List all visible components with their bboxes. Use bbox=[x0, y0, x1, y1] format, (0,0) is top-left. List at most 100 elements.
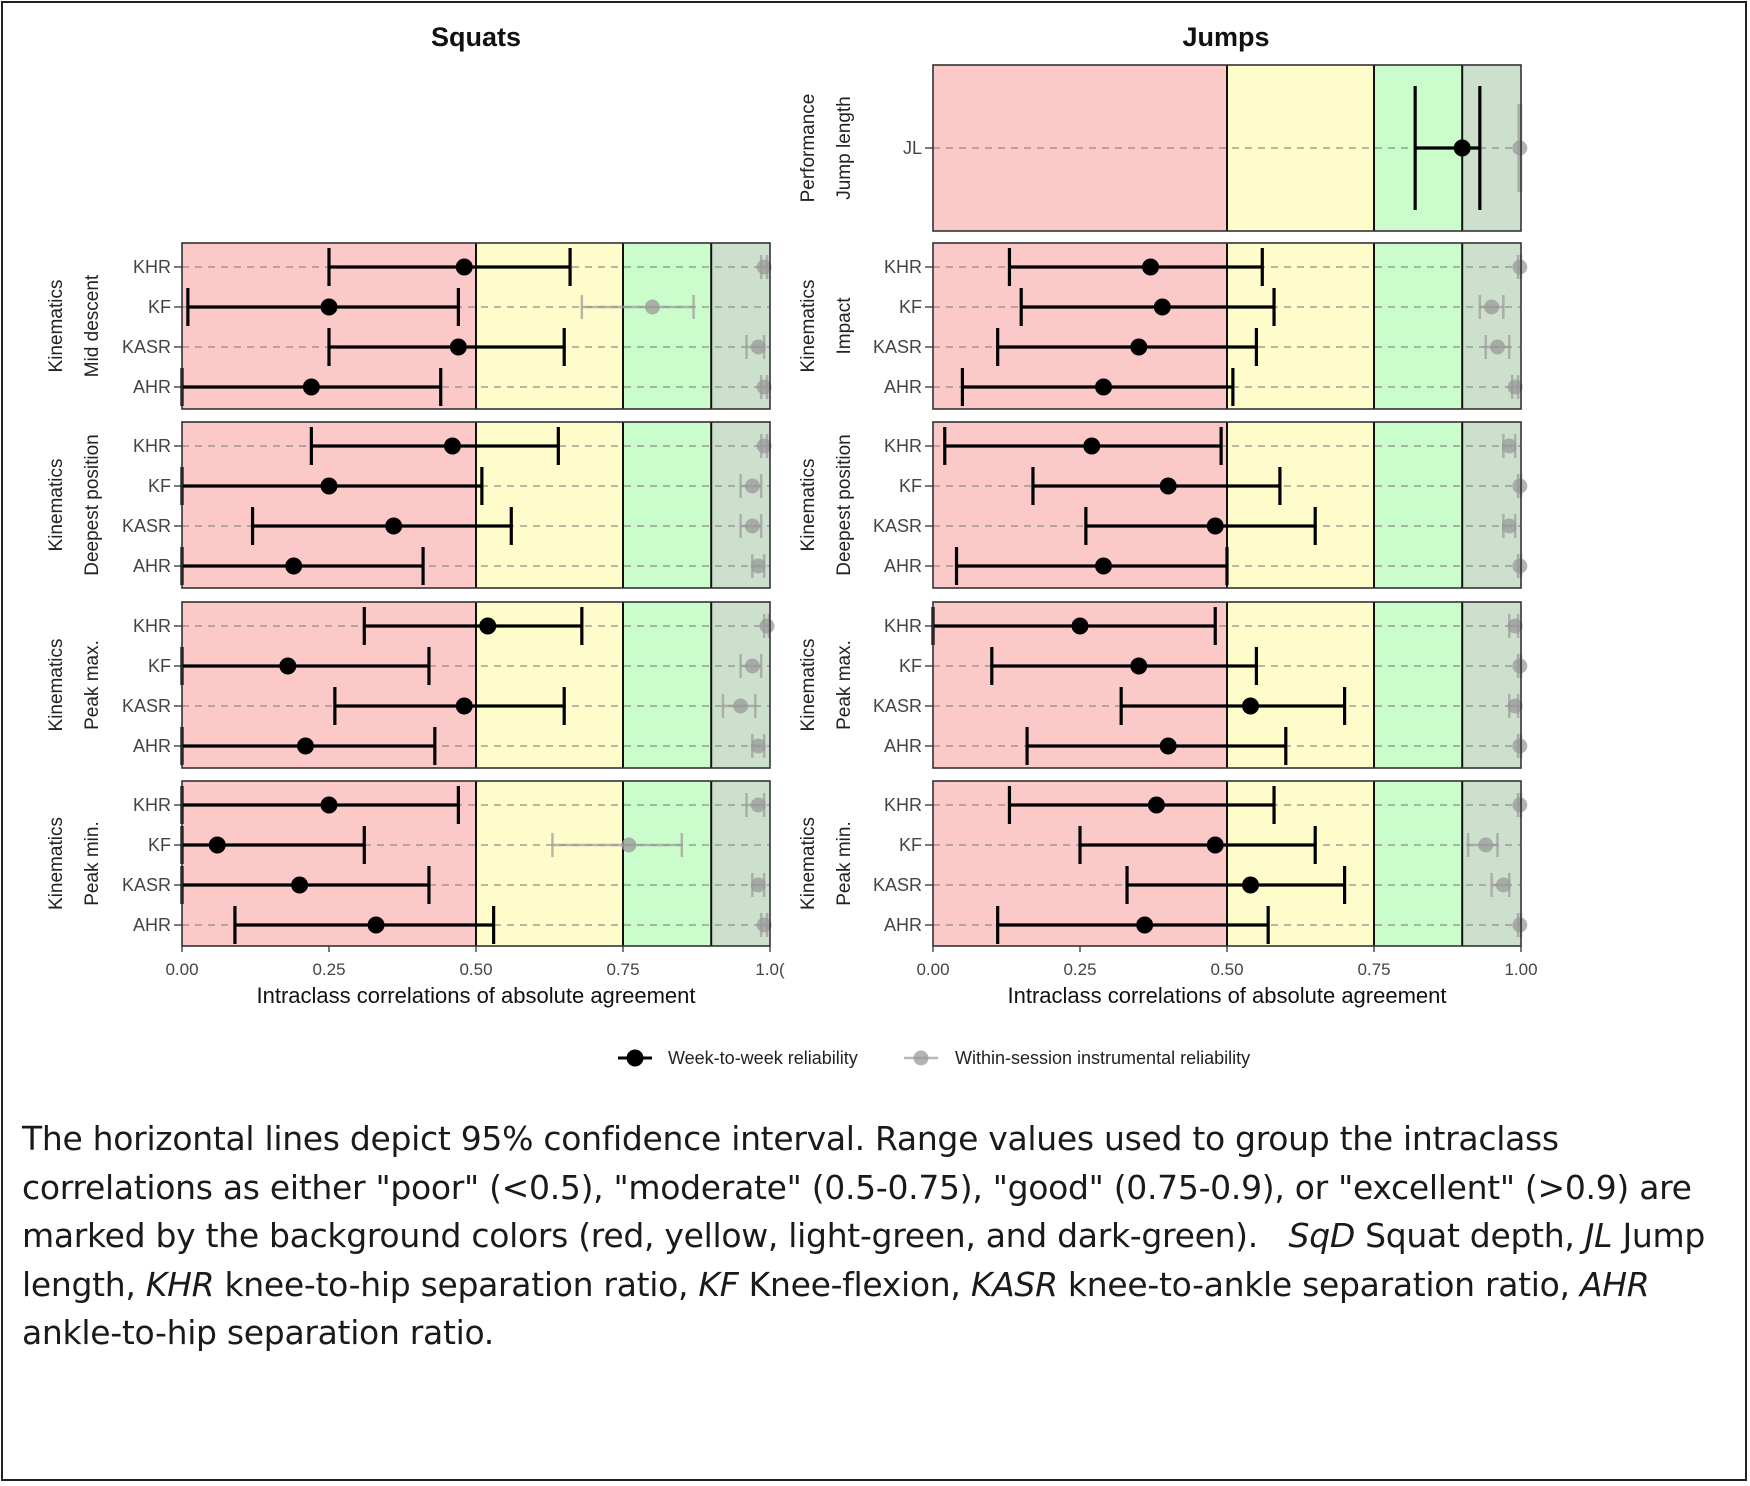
squats-panel-3-kf-within-point bbox=[744, 658, 760, 674]
jumps-panel-5-band-excellent bbox=[1462, 781, 1521, 946]
jumps-panel-4-kasr-within-point bbox=[1507, 698, 1523, 714]
jumps-panel-3-border bbox=[932, 421, 1522, 589]
squats-panel-1-kf-week-point bbox=[320, 298, 338, 316]
squats-panel-3-strip-category: Kinematics bbox=[46, 639, 67, 732]
squats-panel-2-kasr-within-point bbox=[744, 518, 760, 534]
squats-panel-1-kf-within-point bbox=[644, 299, 660, 315]
squats-xaxis-title: Intraclass correlations of absolute agre… bbox=[256, 983, 695, 1008]
squats-panel-3-khr-within-point bbox=[759, 618, 775, 634]
jumps-panel-2-ahr-label: AHR bbox=[884, 377, 922, 397]
jumps-panel-3-band-moderate bbox=[1227, 422, 1374, 588]
squats-panel-2-border bbox=[181, 421, 771, 589]
jumps-panel-2-band-good bbox=[1374, 243, 1463, 409]
squats-panel-4-khr-week-point bbox=[320, 796, 338, 814]
squats-panel-1-border bbox=[181, 242, 771, 410]
squats-panel-1-band-moderate bbox=[476, 243, 623, 409]
squats-panel-3-kasr-within-point bbox=[733, 698, 749, 714]
squats-xtick-label: 0.00 bbox=[165, 960, 198, 979]
jumps-panel-2-khr-week-point bbox=[1142, 258, 1160, 276]
squats-panel-3-ahr-label: AHR bbox=[133, 736, 171, 756]
squats-panel-3-kasr-label: KASR bbox=[122, 696, 171, 716]
jumps-xtick-label: 0.25 bbox=[1063, 960, 1096, 979]
squats-panel-4-kasr-week-point bbox=[291, 876, 309, 894]
squats-panel-3-band-good bbox=[623, 602, 712, 768]
jumps-panel-1-strip-category: Performance bbox=[798, 94, 819, 203]
jumps-panel-2-khr-within-point bbox=[1512, 259, 1528, 275]
squats-panel-1-kf-label: KF bbox=[148, 297, 171, 317]
jumps-panel-3-ahr-week-point bbox=[1095, 557, 1113, 575]
jumps-panel-3-band-poor bbox=[933, 422, 1227, 588]
squats-panel-3-khr-week-point bbox=[479, 617, 497, 635]
jumps-xtick-label: 0.75 bbox=[1357, 960, 1390, 979]
jumps-panel-4-kasr-week-point bbox=[1242, 697, 1260, 715]
squats-panel-2-band-moderate bbox=[476, 422, 623, 588]
jumps-panel-4-kf-label: KF bbox=[899, 656, 922, 676]
squats-panel-1-khr-week-point bbox=[455, 258, 473, 276]
squats-panel-4-band-moderate bbox=[476, 781, 623, 946]
squats-panel-1-strip-category: Kinematics bbox=[46, 280, 67, 373]
jumps-panel-4-khr-label: KHR bbox=[884, 616, 922, 636]
squats-panel-2-kasr-week-point bbox=[385, 517, 403, 535]
legend-within-label: Within-session instrumental reliability bbox=[955, 1048, 1250, 1068]
jumps-panel-1-border bbox=[932, 64, 1522, 232]
squats-panel-1-ahr-week-point bbox=[302, 378, 320, 396]
jumps-panel-3-ahr-label: AHR bbox=[884, 556, 922, 576]
jumps-panel-4-kf-within-point bbox=[1512, 658, 1528, 674]
caption-abbr-sqd: SqD bbox=[1288, 1216, 1356, 1255]
caption-def-kasr: knee-to-ankle separation ratio, bbox=[1057, 1264, 1570, 1304]
jumps-panel-2-khr-label: KHR bbox=[884, 257, 922, 277]
squats-panel-2-strip-phase: Deepest position bbox=[82, 434, 103, 576]
squats-panel-4-kf-label: KF bbox=[148, 835, 171, 855]
icc-forest-chart: Squats KHR KF KASR AHR Kinematics Mid descent K… bbox=[46, 22, 1538, 1068]
squats-panel-2-kf-within-point bbox=[744, 478, 760, 494]
jumps-panel-3-khr-week-point bbox=[1083, 437, 1101, 455]
jumps-panel-5-khr-within-point bbox=[1512, 797, 1528, 813]
jumps-panel-2-band-moderate bbox=[1227, 243, 1374, 409]
jumps-panel-5-band-good bbox=[1374, 781, 1463, 946]
squats-panel-1-kasr-week-point bbox=[449, 338, 467, 356]
squats-xtick-label: 0.75 bbox=[606, 960, 639, 979]
jumps-panel-3-kasr-label: KASR bbox=[873, 516, 922, 536]
squats-panel-4-kf-within-point bbox=[621, 837, 637, 853]
jumps-panel-5-kasr-week-point bbox=[1242, 876, 1260, 894]
jumps-panel-5-ahr-within-point bbox=[1512, 917, 1528, 933]
jumps-panel-4-kasr-label: KASR bbox=[873, 696, 922, 716]
squats-panel-2-kf-week-point bbox=[320, 477, 338, 495]
caption-abbreviations: SqD Squat depth, JL Jump length, KHR kne… bbox=[22, 1216, 1705, 1352]
squats-panel-2-strip-category: Kinematics bbox=[46, 459, 67, 552]
jumps-panel-4-ahr-label: AHR bbox=[884, 736, 922, 756]
jumps-panel-4-band-moderate bbox=[1227, 602, 1374, 768]
squats-panel-3-ahr-week-point bbox=[296, 737, 314, 755]
jumps-panel-1-jl-within-point bbox=[1512, 140, 1528, 156]
squats-xtick-label: 0.50 bbox=[459, 960, 492, 979]
squats-panel-3-border bbox=[181, 601, 771, 769]
squats-panel-3-khr-label: KHR bbox=[133, 616, 171, 636]
legend-week-label: Week-to-week reliability bbox=[668, 1048, 858, 1068]
caption-intro: The horizontal lines depict 95% confiden… bbox=[22, 1119, 1692, 1255]
squats-panel-4-strip-category: Kinematics bbox=[46, 817, 67, 910]
jumps-panel-3-kf-label: KF bbox=[899, 476, 922, 496]
caption-def-jl: Jump length, bbox=[22, 1216, 1706, 1304]
caption-abbr-kasr: KASR bbox=[970, 1264, 1058, 1304]
caption-def-kf: Knee-flexion, bbox=[738, 1264, 961, 1304]
jumps-panel-2-band-poor bbox=[933, 243, 1227, 409]
jumps-panel-4-khr-within-point bbox=[1507, 618, 1523, 634]
jumps-panel-2-border bbox=[932, 242, 1522, 410]
jumps-xtick-label: 0.50 bbox=[1210, 960, 1243, 979]
jumps-panel-3-strip-phase: Deepest position bbox=[834, 434, 855, 576]
legend-within-marker bbox=[913, 1050, 929, 1066]
squats-panel-4-kasr-within-point bbox=[750, 877, 766, 893]
squats-panel-2-band-good bbox=[623, 422, 712, 588]
squats-panel-2-ahr-week-point bbox=[285, 557, 303, 575]
caption-abbr-jl: JL bbox=[1584, 1216, 1613, 1255]
jumps-panel-3-kf-week-point bbox=[1159, 477, 1177, 495]
jumps-panel-4-band-good bbox=[1374, 602, 1463, 768]
squats-panel-1-khr-within-point bbox=[756, 259, 772, 275]
squats-panel-2-kasr-label: KASR bbox=[122, 516, 171, 536]
jumps-panel-2-kasr-week-point bbox=[1130, 338, 1148, 356]
jumps-panel-5-kf-week-point bbox=[1206, 836, 1224, 854]
squats-panel-4-ahr-within-point bbox=[756, 917, 772, 933]
caption-abbr-kf: KF bbox=[698, 1264, 739, 1304]
